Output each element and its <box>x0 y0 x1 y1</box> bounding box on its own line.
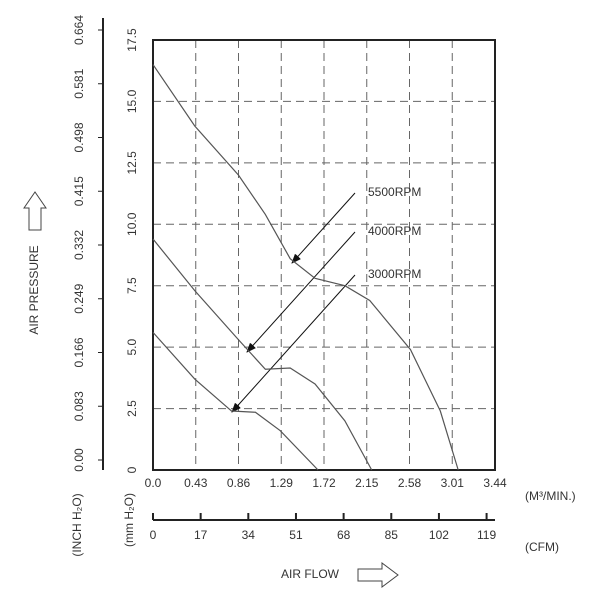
x2-tick-label: 102 <box>429 528 449 542</box>
callout-arrow <box>231 274 356 413</box>
x-axis-title: AIR FLOW <box>281 567 340 581</box>
x-tick-label: 0.86 <box>227 476 251 490</box>
y-axis-title: AIR PRESSURE <box>27 245 41 334</box>
callout-arrow <box>246 231 356 353</box>
x2-tick-label: 68 <box>337 528 351 542</box>
y2-tick-label: 0.664 <box>72 15 86 45</box>
y-tick-label: 0 <box>125 466 139 473</box>
series-label: 3000RPM <box>368 267 421 281</box>
x-tick-label: 0.0 <box>145 476 162 490</box>
x-tick-label: 2.15 <box>355 476 379 490</box>
x-tick-label: 1.29 <box>270 476 294 490</box>
series-label: 5500RPM <box>368 185 421 199</box>
x2-tick-label: 34 <box>242 528 256 542</box>
y2-tick-label: 0.00 <box>72 448 86 472</box>
series-line <box>152 332 319 471</box>
x2-tick-label: 51 <box>289 528 303 542</box>
y2-unit: (INCH H₂O) <box>70 493 84 556</box>
y2-tick-label: 0.083 <box>72 391 86 421</box>
x-tick-label: 2.58 <box>398 476 422 490</box>
series-line <box>152 238 373 471</box>
y-tick-label: 7.5 <box>125 277 139 294</box>
callout-arrow <box>291 192 356 264</box>
x-tick-label: 3.01 <box>441 476 465 490</box>
x2-tick-label: 0 <box>150 528 157 542</box>
y2-tick-label: 0.498 <box>72 122 86 152</box>
y2-tick-label: 0.581 <box>72 68 86 98</box>
y-tick-label: 5.0 <box>125 338 139 355</box>
up-arrow-icon <box>23 191 47 231</box>
y-tick-label: 15.0 <box>125 89 139 113</box>
series-line <box>152 64 459 471</box>
x-tick-label: 1.72 <box>312 476 336 490</box>
x-unit: (M³/MIN.) <box>525 489 576 503</box>
y-tick-label: 2.5 <box>125 400 139 417</box>
x2-tick-label: 17 <box>194 528 208 542</box>
y2-tick-label: 0.249 <box>72 283 86 313</box>
y-tick-label: 10.0 <box>125 212 139 236</box>
y-tick-label: 17.5 <box>125 28 139 52</box>
series-label: 4000RPM <box>368 224 421 238</box>
y-tick-label: 12.5 <box>125 151 139 175</box>
y2-tick-label: 0.166 <box>72 337 86 367</box>
x2-tick-label: 119 <box>477 528 496 542</box>
y2-tick-label: 0.332 <box>72 230 86 260</box>
x-tick-label: 0.43 <box>184 476 208 490</box>
y-unit: (mm H₂O) <box>122 493 136 547</box>
right-arrow-icon <box>357 562 399 588</box>
x2-unit: (CFM) <box>525 540 559 554</box>
x2-tick-label: 85 <box>385 528 399 542</box>
x-tick-label: 3.44 <box>483 476 507 490</box>
y2-tick-label: 0.415 <box>72 176 86 206</box>
plot-frame <box>152 39 496 471</box>
